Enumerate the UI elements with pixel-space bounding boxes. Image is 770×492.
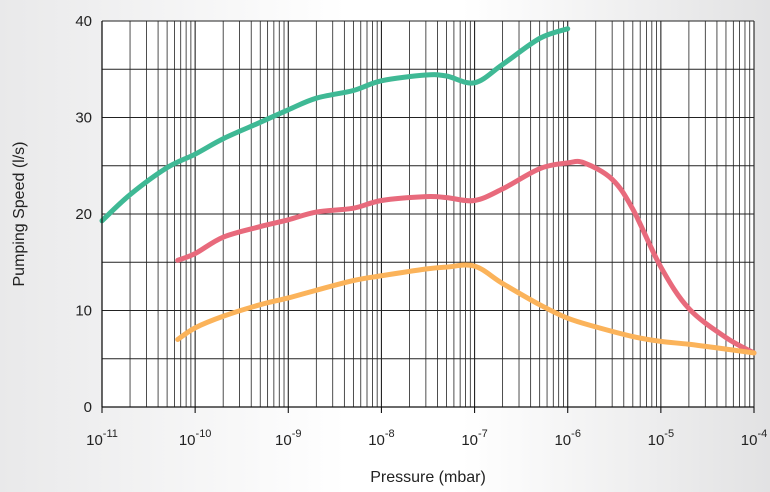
y-tick-label: 30 (75, 110, 92, 127)
x-tick-label: 10-4 (741, 428, 767, 449)
x-tick-label: 10-10 (179, 428, 212, 449)
x-tick-label: 10-5 (648, 428, 674, 449)
x-tick-label: 10-6 (554, 428, 580, 449)
x-axis-title: Pressure (mbar) (370, 469, 486, 486)
y-tick-labels: 0 10 20 30 40 (75, 13, 92, 416)
x-tick-label: 10-9 (275, 428, 301, 449)
y-tick-label: 10 (75, 303, 92, 320)
horizontal-grid (102, 20, 754, 360)
y-tick-label: 20 (75, 206, 92, 223)
series-line-1 (99, 26, 571, 224)
y-tick-label: 0 (84, 399, 92, 416)
axes (101, 21, 754, 408)
series-line-2 (175, 158, 757, 356)
y-tick-label: 40 (75, 13, 92, 30)
x-tick-label: 10-7 (461, 428, 487, 449)
x-tick-label: 10-11 (86, 428, 118, 449)
x-tick-labels: 10-11 10-10 10-9 10-8 10-7 10-6 10-5 10-4 (86, 407, 767, 449)
y-axis-title: Pumping Speed (l/s) (11, 142, 28, 287)
series-layer (99, 26, 757, 356)
x-tick-label: 10-8 (368, 428, 394, 449)
series-line-3 (175, 262, 757, 356)
